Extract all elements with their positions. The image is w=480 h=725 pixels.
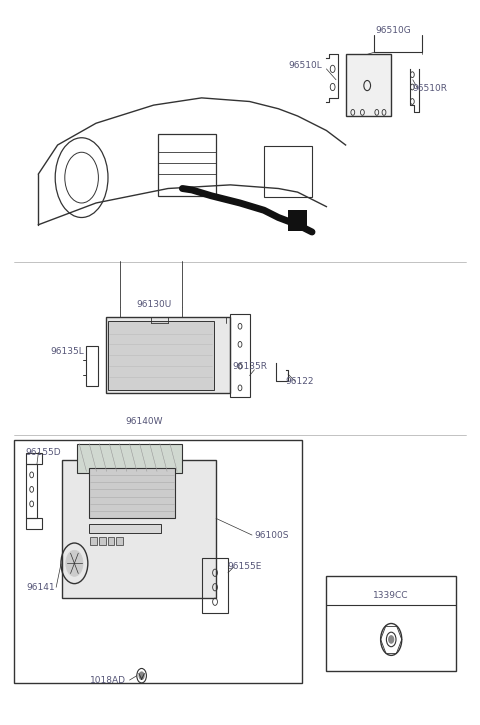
Bar	[202, 558, 228, 613]
Text: 96510R: 96510R	[412, 84, 447, 93]
Bar	[99, 536, 106, 545]
Bar	[89, 468, 175, 518]
Bar	[26, 453, 42, 464]
Bar	[230, 314, 250, 397]
Bar	[26, 518, 42, 529]
Text: 96130U: 96130U	[136, 300, 171, 309]
Bar	[108, 321, 214, 390]
Text: 1339CC: 1339CC	[373, 592, 409, 600]
Text: 96510L: 96510L	[288, 61, 322, 70]
Text: 96155E: 96155E	[228, 563, 262, 571]
Bar	[108, 536, 114, 545]
Bar	[77, 444, 182, 473]
Circle shape	[66, 550, 83, 576]
Bar	[62, 460, 216, 598]
Bar	[89, 524, 161, 533]
Bar	[346, 54, 391, 116]
Bar	[116, 536, 123, 545]
Circle shape	[389, 636, 394, 643]
Text: 96100S: 96100S	[254, 531, 288, 539]
Bar	[90, 536, 97, 545]
Bar	[14, 440, 302, 683]
Text: 96140W: 96140W	[125, 418, 163, 426]
Text: 96122: 96122	[286, 377, 314, 386]
Text: 96510G: 96510G	[376, 26, 411, 35]
Text: 96141: 96141	[26, 583, 55, 592]
Text: 96155D: 96155D	[25, 448, 61, 457]
Bar	[26, 464, 37, 518]
Bar	[86, 346, 98, 386]
Bar	[264, 146, 312, 197]
Bar	[288, 210, 307, 231]
Bar	[326, 576, 456, 671]
Circle shape	[139, 672, 144, 679]
Text: 1018AD: 1018AD	[90, 676, 126, 684]
Text: 96135R: 96135R	[232, 362, 267, 370]
Text: 96135L: 96135L	[50, 347, 84, 356]
Bar	[106, 317, 230, 393]
Bar	[158, 134, 216, 196]
